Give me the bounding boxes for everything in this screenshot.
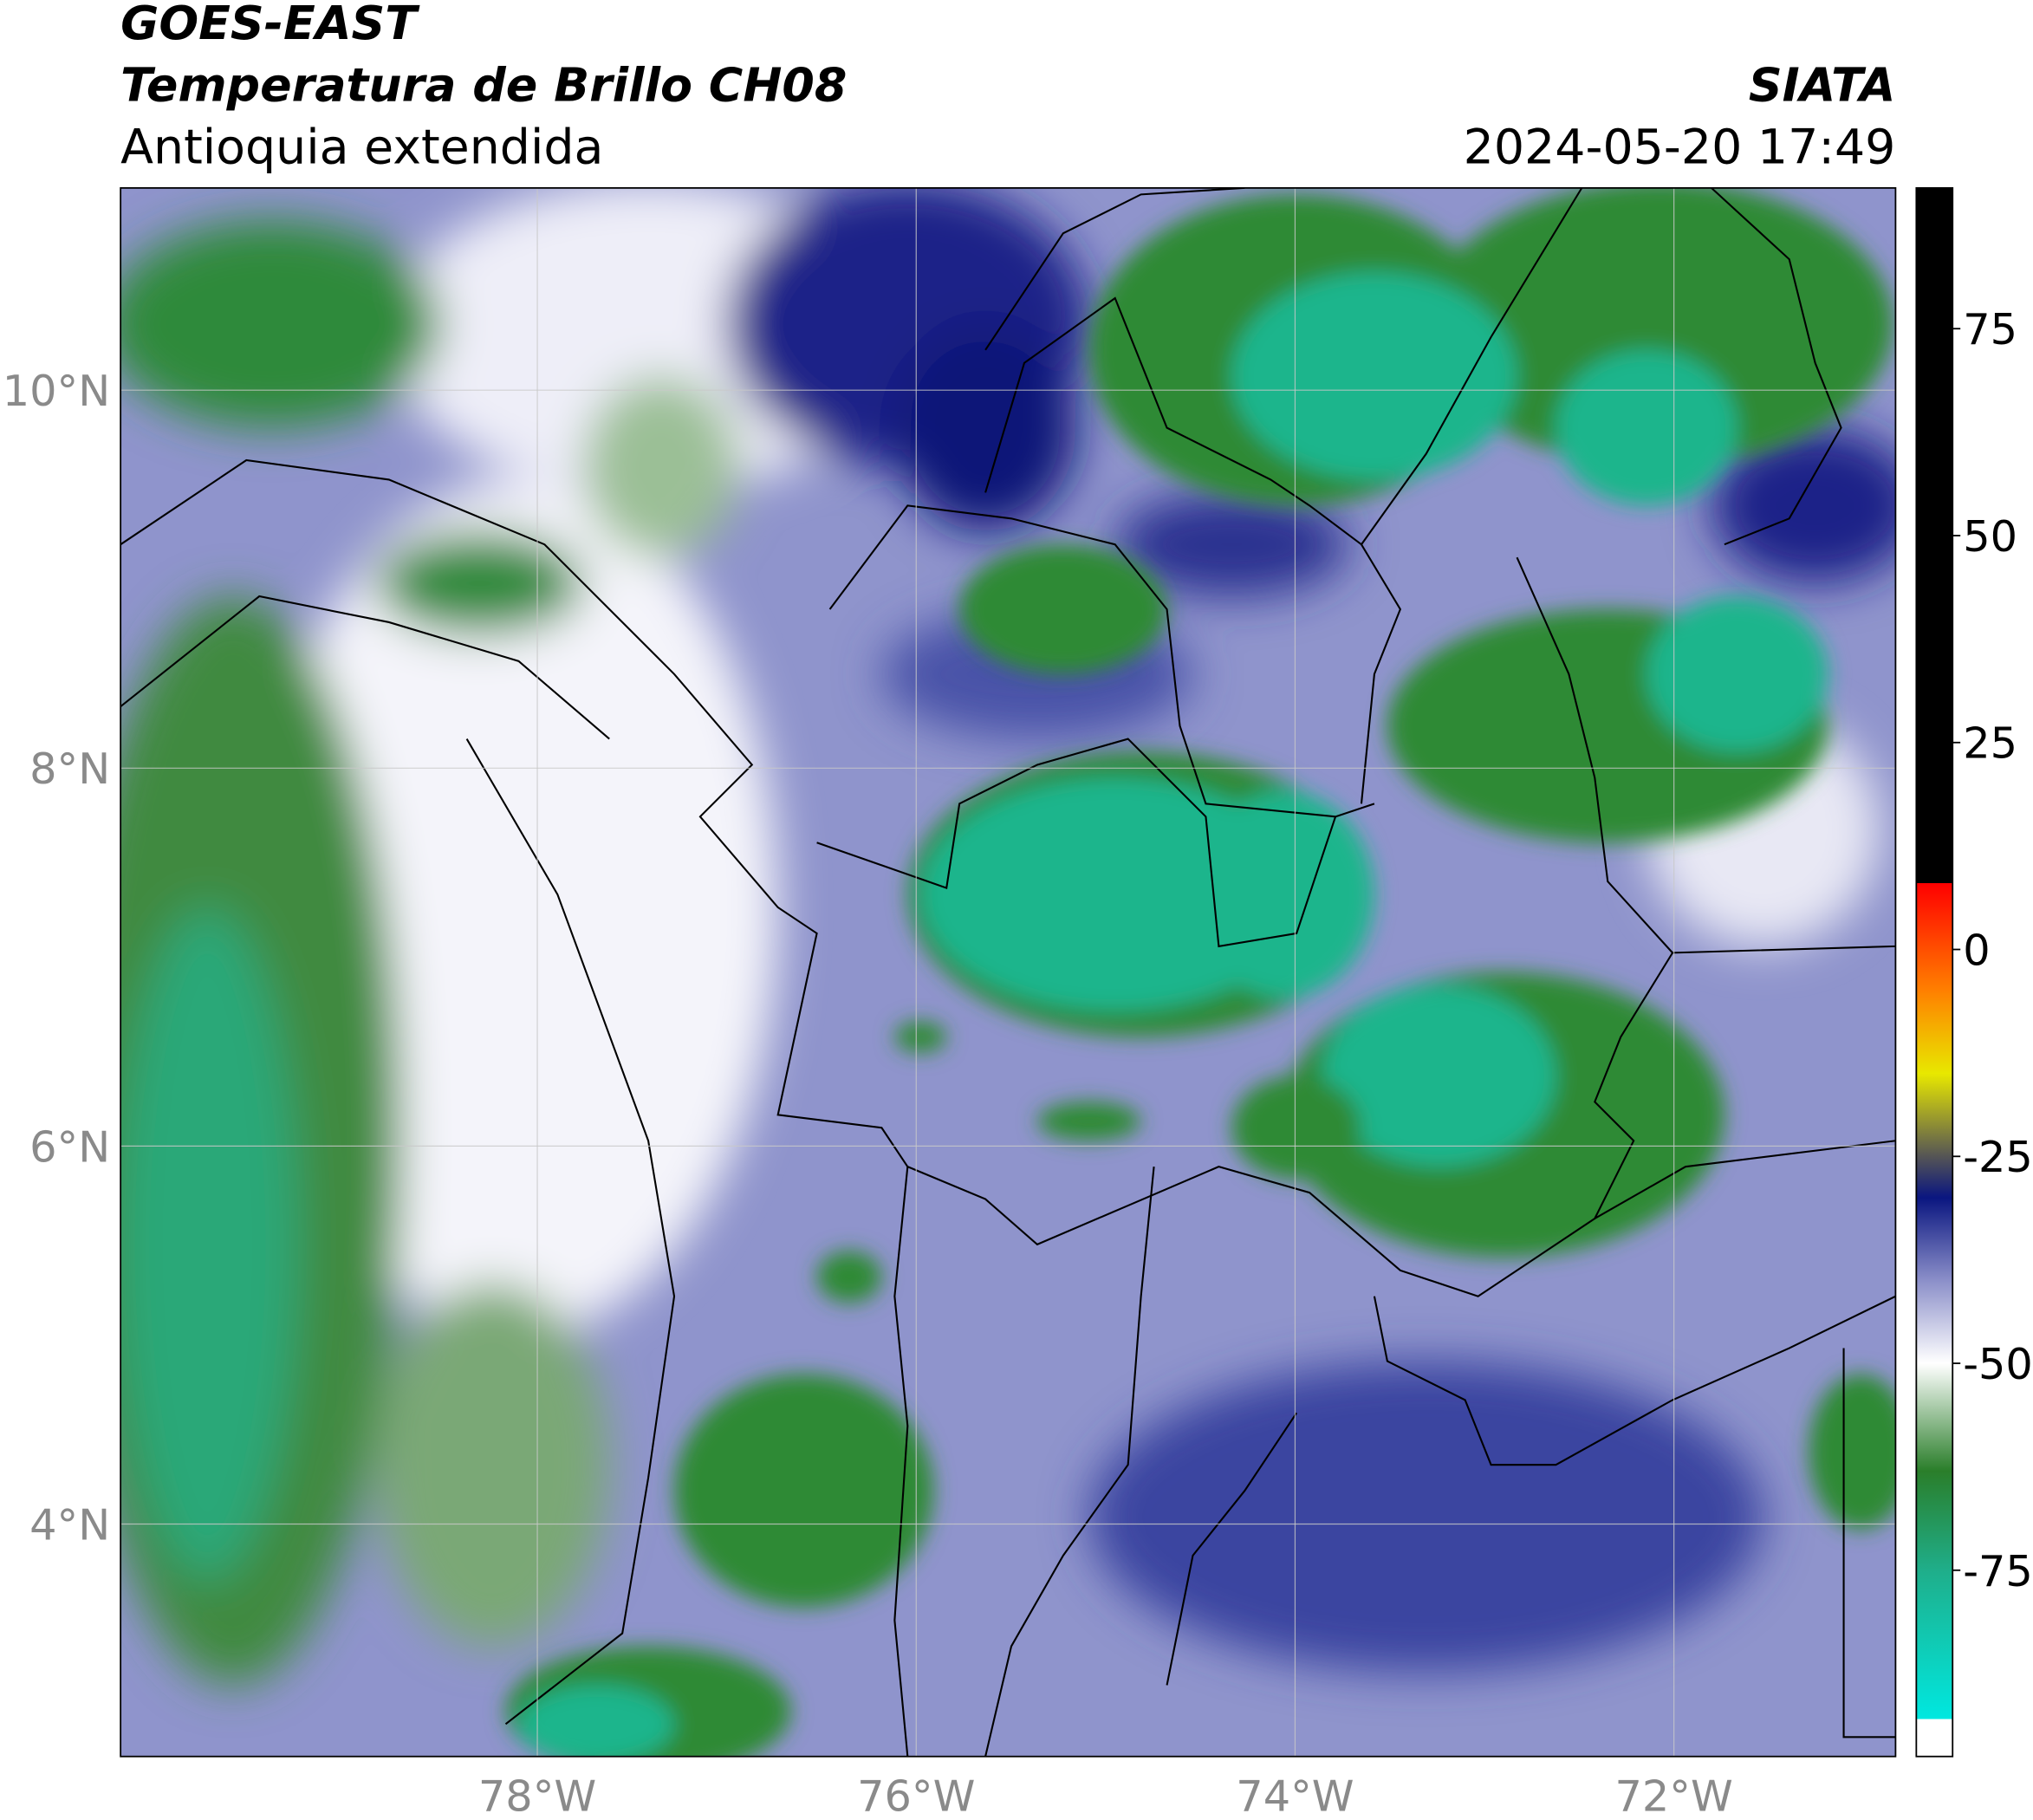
colorbar-tick-label: 50: [1963, 511, 2017, 562]
grid: [120, 187, 1896, 1757]
map: [120, 187, 1896, 1757]
y-tick-label: 4°N: [29, 1499, 110, 1550]
colorbar-tick-label: 25: [1963, 718, 2017, 769]
y-tick-label: 8°N: [29, 744, 110, 794]
colorbar-tick-label: -25: [1963, 1132, 2033, 1182]
datetime: 2024-05-20 17:49: [1464, 120, 1896, 175]
map-frame: [120, 186, 1897, 1758]
colorbar-tick-label: -50: [1963, 1339, 2033, 1389]
title: GOES-EAST: [120, 0, 420, 50]
source: SIATA: [1749, 58, 1896, 113]
y-tick-label: 6°N: [29, 1121, 110, 1172]
colorbar: [1915, 186, 1954, 1758]
colorbar-tick-label: 75: [1963, 304, 2017, 354]
subtitle: Temperatura de Brillo CH08: [120, 58, 847, 113]
x-tick-label: 72°W: [1614, 1771, 1732, 1820]
x-tick-label: 74°W: [1236, 1771, 1354, 1820]
region: Antioquia extendida: [120, 120, 603, 175]
x-tick-label: 78°W: [478, 1771, 596, 1820]
y-tick-label: 10°N: [3, 366, 110, 416]
cold-tops: [505, 187, 1896, 1757]
cloud-field: [120, 187, 1896, 1686]
x-tick-label: 76°W: [857, 1771, 975, 1820]
colorbar-tick-label: 0: [1963, 925, 1990, 975]
colorbar-tick-label: -75: [1963, 1546, 2033, 1596]
borders: [120, 187, 1896, 1757]
